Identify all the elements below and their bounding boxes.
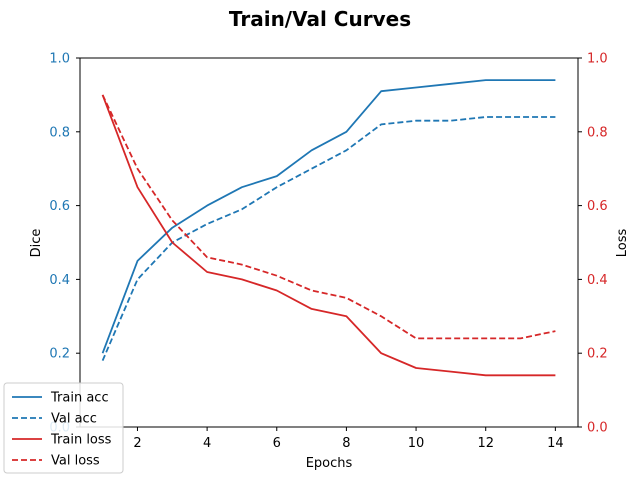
x-tick-label: 10	[408, 436, 425, 451]
x-tick-label: 12	[477, 436, 494, 451]
y-left-tick-label: 0.8	[49, 125, 70, 140]
y-left-axis-label: Dice	[29, 229, 44, 258]
y-left-tick-label: 0.6	[49, 199, 70, 214]
y-right-tick-label: 0.2	[587, 347, 608, 362]
series-line-val-loss	[101, 94, 556, 340]
series-line-val-acc	[101, 116, 556, 361]
chart-title: Train/Val Curves	[229, 7, 411, 31]
legend-label-val-acc: Val acc	[51, 412, 97, 427]
x-axis: 2 4 6 8 10 12 14	[133, 427, 564, 451]
x-tick-label: 4	[203, 436, 211, 451]
legend: Train acc Val acc Train loss Val loss	[3, 382, 124, 474]
legend-label-train-acc: Train acc	[50, 391, 109, 406]
x-tick-label: 6	[273, 436, 281, 451]
x-axis-label: Epochs	[306, 456, 353, 471]
x-tick-label: 14	[547, 436, 564, 451]
y-left-tick-label: 1.0	[49, 52, 70, 67]
legend-label-train-loss: Train loss	[50, 433, 112, 448]
x-tick-label: 8	[342, 436, 350, 451]
legend-label-val-loss: Val loss	[51, 454, 100, 469]
y-right-tick-label: 1.0	[587, 52, 608, 67]
legend-box	[3, 382, 124, 474]
y-right-tick-label: 0.0	[587, 421, 608, 436]
y-right-tick-label: 0.8	[587, 125, 608, 140]
series-line-train-acc	[101, 79, 556, 354]
y-right-axis: 0.0 0.2 0.4 0.6 0.8 1.0	[578, 52, 608, 436]
y-left-tick-label: 0.2	[49, 347, 70, 362]
y-right-tick-label: 0.6	[587, 199, 608, 214]
series-line-train-loss	[101, 94, 556, 377]
y-left-axis: 0.00.20.40.60.81.0	[49, 52, 80, 436]
x-tick-label: 2	[133, 436, 141, 451]
plot-frame	[79, 57, 579, 428]
y-left-tick-label: 0.4	[49, 273, 70, 288]
y-right-tick-label: 0.4	[587, 273, 608, 288]
series-layer	[101, 79, 556, 377]
y-right-axis-label: Loss	[615, 229, 630, 258]
